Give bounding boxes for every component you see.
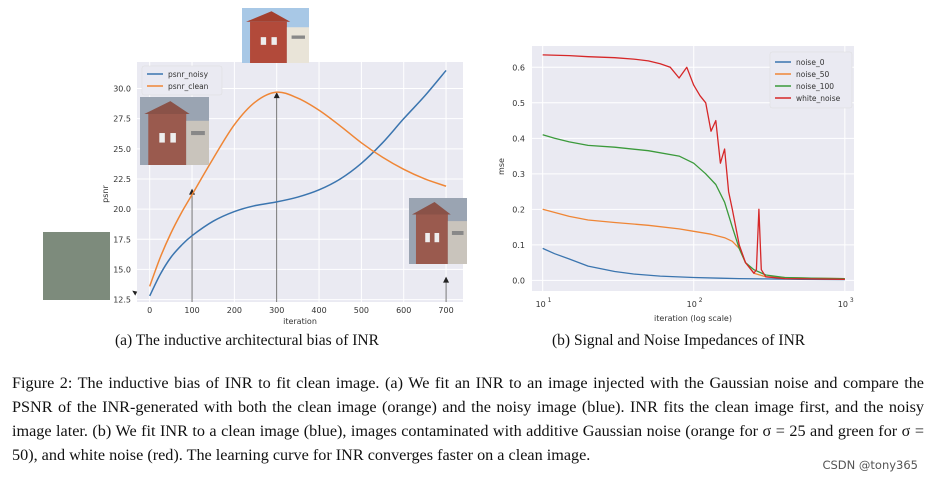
x-tick-label: 500 — [354, 306, 369, 315]
y-tick-label: 25.0 — [113, 145, 131, 154]
roof — [144, 101, 190, 114]
series-line-psnr_clean — [148, 91, 447, 287]
brick-wall — [148, 114, 187, 165]
noisy-house-thumbnail-right — [409, 198, 467, 264]
window — [159, 133, 165, 143]
annotation-arrowhead — [132, 290, 138, 296]
x-tick-exponent: 2 — [699, 297, 703, 304]
white-wall — [186, 120, 209, 165]
y-tick-label: 15.0 — [113, 265, 131, 274]
x-tick-label: 400 — [311, 306, 326, 315]
clean-house-thumbnail-top — [242, 8, 309, 63]
series-line-noise_100 — [542, 134, 845, 280]
y-tick-label: 0.3 — [512, 170, 525, 179]
roof — [411, 201, 451, 215]
y-tick-label: 0.1 — [512, 241, 525, 250]
series-line-noise_0 — [542, 247, 845, 281]
legend: psnr_noisy psnr_clean — [141, 65, 223, 96]
watermark: CSDN @tony365 — [822, 458, 918, 472]
white-wall — [447, 221, 467, 264]
white-noise-thumbnail — [43, 232, 110, 300]
x-tick-label: 10 — [687, 300, 697, 309]
x-tick-exponent: 3 — [850, 297, 854, 304]
y-axis-label: mse — [497, 158, 506, 175]
y-axis-label: psnr — [101, 184, 110, 202]
y-tick-label: 0.5 — [512, 99, 525, 108]
y-tick-label: 17.5 — [113, 235, 131, 244]
window — [170, 133, 176, 143]
balcony-rail — [451, 231, 464, 235]
x-tick-label: 700 — [438, 306, 453, 315]
x-tick-label: 10 — [536, 300, 546, 309]
balcony-rail — [291, 35, 305, 39]
legend-label: noise_100 — [796, 82, 834, 91]
y-tick-label: 0.0 — [512, 276, 525, 285]
y-tick-label: 20.0 — [113, 205, 131, 214]
x-tick-label: 100 — [184, 306, 199, 315]
subcaption-a: (a) The inductive architectural bias of … — [115, 332, 379, 349]
series-line-psnr_noisy — [149, 69, 447, 297]
window — [425, 232, 430, 243]
y-tick-label: 0.6 — [512, 63, 525, 72]
legend-box — [769, 51, 853, 109]
white-wall — [286, 27, 309, 63]
legend-label: white_noise — [796, 94, 841, 103]
y-tick-label: 0.2 — [512, 205, 525, 214]
x-axis-label: iteration — [283, 317, 317, 326]
brick-wall — [250, 21, 287, 63]
annotation-arrowhead — [273, 92, 280, 99]
x-tick-label: 10 — [838, 300, 848, 309]
noisy-house-thumbnail — [140, 97, 209, 165]
legend-label: noise_0 — [796, 58, 825, 67]
window — [434, 232, 440, 243]
x-axis-label: iteration (log scale) — [654, 314, 732, 323]
series-line-white_noise — [542, 54, 845, 280]
y-tick-label: 0.4 — [512, 134, 525, 143]
x-tick-label: 300 — [269, 306, 284, 315]
brick-wall — [415, 214, 448, 264]
legend-label: noise_50 — [796, 70, 829, 79]
window — [271, 37, 277, 45]
x-tick-label: 200 — [227, 306, 242, 315]
mse-chart: 10 1 10 2 10 30.00.10.20.30.40.50.6iteration … — [497, 46, 854, 323]
legend-label: psnr_clean — [168, 82, 209, 91]
psnr-chart: 0 100 200 300 400 500 600 700 12.5 15.0 17.5 20.0 22… — [43, 8, 467, 326]
legend: noise_0 noise_50 noise_100 white_noise — [769, 51, 853, 109]
x-tick-label: 600 — [396, 306, 411, 315]
y-tick-label: 27.5 — [113, 115, 131, 124]
figure-caption: Figure 2: The inductive bias of INR to f… — [12, 374, 924, 464]
annotation-arrowhead — [443, 276, 450, 283]
x-tick-exponent: 1 — [548, 297, 552, 304]
window — [260, 37, 267, 45]
x-tick-label: 0 — [147, 306, 152, 315]
y-tick-label: 30.0 — [113, 85, 131, 94]
roof — [246, 11, 291, 22]
y-tick-label: 22.5 — [113, 175, 131, 184]
balcony-rail — [191, 131, 205, 136]
subcaption-b: (b) Signal and Noise Impedances of INR — [552, 332, 806, 349]
legend-label: psnr_noisy — [168, 70, 209, 79]
y-tick-label: 12.5 — [113, 296, 131, 305]
